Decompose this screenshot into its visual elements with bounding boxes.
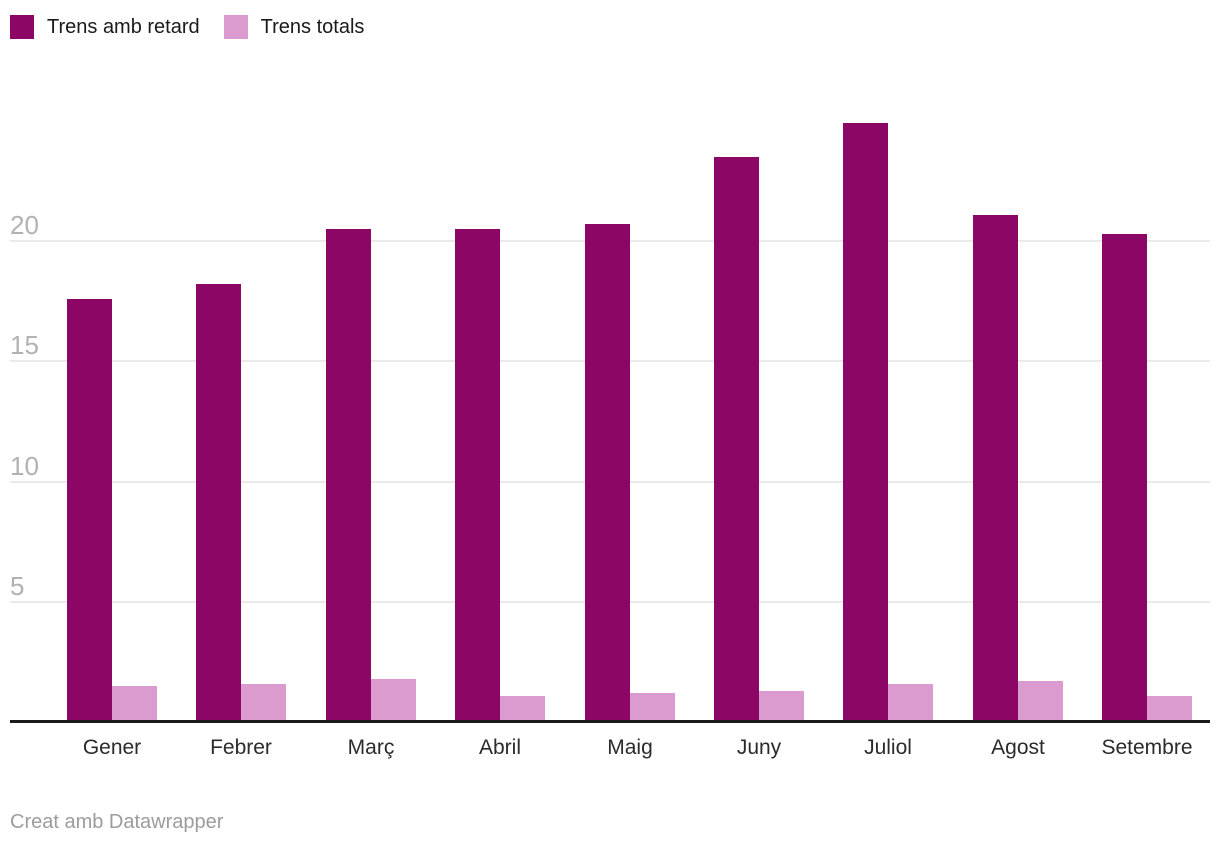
x-axis-label: Maig (607, 736, 653, 759)
x-axis-label: Març (347, 736, 395, 759)
bar-trens-amb-retard[interactable] (196, 284, 241, 722)
bar-trens-amb-retard[interactable] (843, 123, 888, 722)
legend-swatch-trens-amb-retard (10, 15, 34, 39)
x-axis-label: Abril (478, 736, 521, 759)
bar-trens-totals[interactable] (888, 684, 933, 722)
bar-trens-totals[interactable] (241, 684, 286, 722)
x-axis-label: Setembre (1101, 736, 1193, 759)
y-axis-label: 5 (10, 571, 25, 601)
bar-trens-totals[interactable] (630, 693, 675, 722)
x-axis-line (10, 720, 1210, 723)
y-axis-label: 15 (10, 330, 39, 360)
bar-trens-amb-retard[interactable] (455, 229, 500, 722)
legend-label: Trens amb retard (47, 16, 200, 38)
legend: Trens amb retard Trens totals (10, 15, 364, 39)
bar-trens-totals[interactable] (112, 686, 157, 722)
bar-trens-amb-retard[interactable] (1102, 234, 1147, 722)
bar-trens-totals[interactable] (1147, 696, 1192, 722)
x-axis-label: Juny (736, 736, 782, 759)
legend-swatch-trens-totals (223, 15, 248, 39)
y-axis-label: 20 (10, 210, 39, 240)
credit-text: Creat amb Datawrapper (10, 811, 224, 833)
bar-trens-amb-retard[interactable] (585, 224, 630, 722)
legend-item-trens-totals: Trens totals (223, 15, 365, 39)
legend-label: Trens totals (260, 16, 365, 38)
bar-trens-totals[interactable] (1018, 681, 1063, 722)
y-axis-label: 10 (10, 451, 39, 481)
bar-trens-totals[interactable] (759, 691, 804, 722)
x-axis-label: Juliol (864, 736, 912, 759)
bar-trens-totals[interactable] (500, 696, 545, 722)
bar-trens-amb-retard[interactable] (973, 215, 1018, 722)
bar-trens-amb-retard[interactable] (714, 157, 759, 722)
legend-item-trens-amb-retard: Trens amb retard (10, 15, 200, 39)
bar-trens-amb-retard[interactable] (326, 229, 371, 722)
x-axis-label: Agost (991, 736, 1045, 759)
bar-trens-totals[interactable] (371, 679, 416, 722)
x-axis-label: Gener (82, 736, 142, 759)
x-axis-label: Febrer (210, 736, 272, 759)
bar-trens-amb-retard[interactable] (67, 299, 112, 722)
